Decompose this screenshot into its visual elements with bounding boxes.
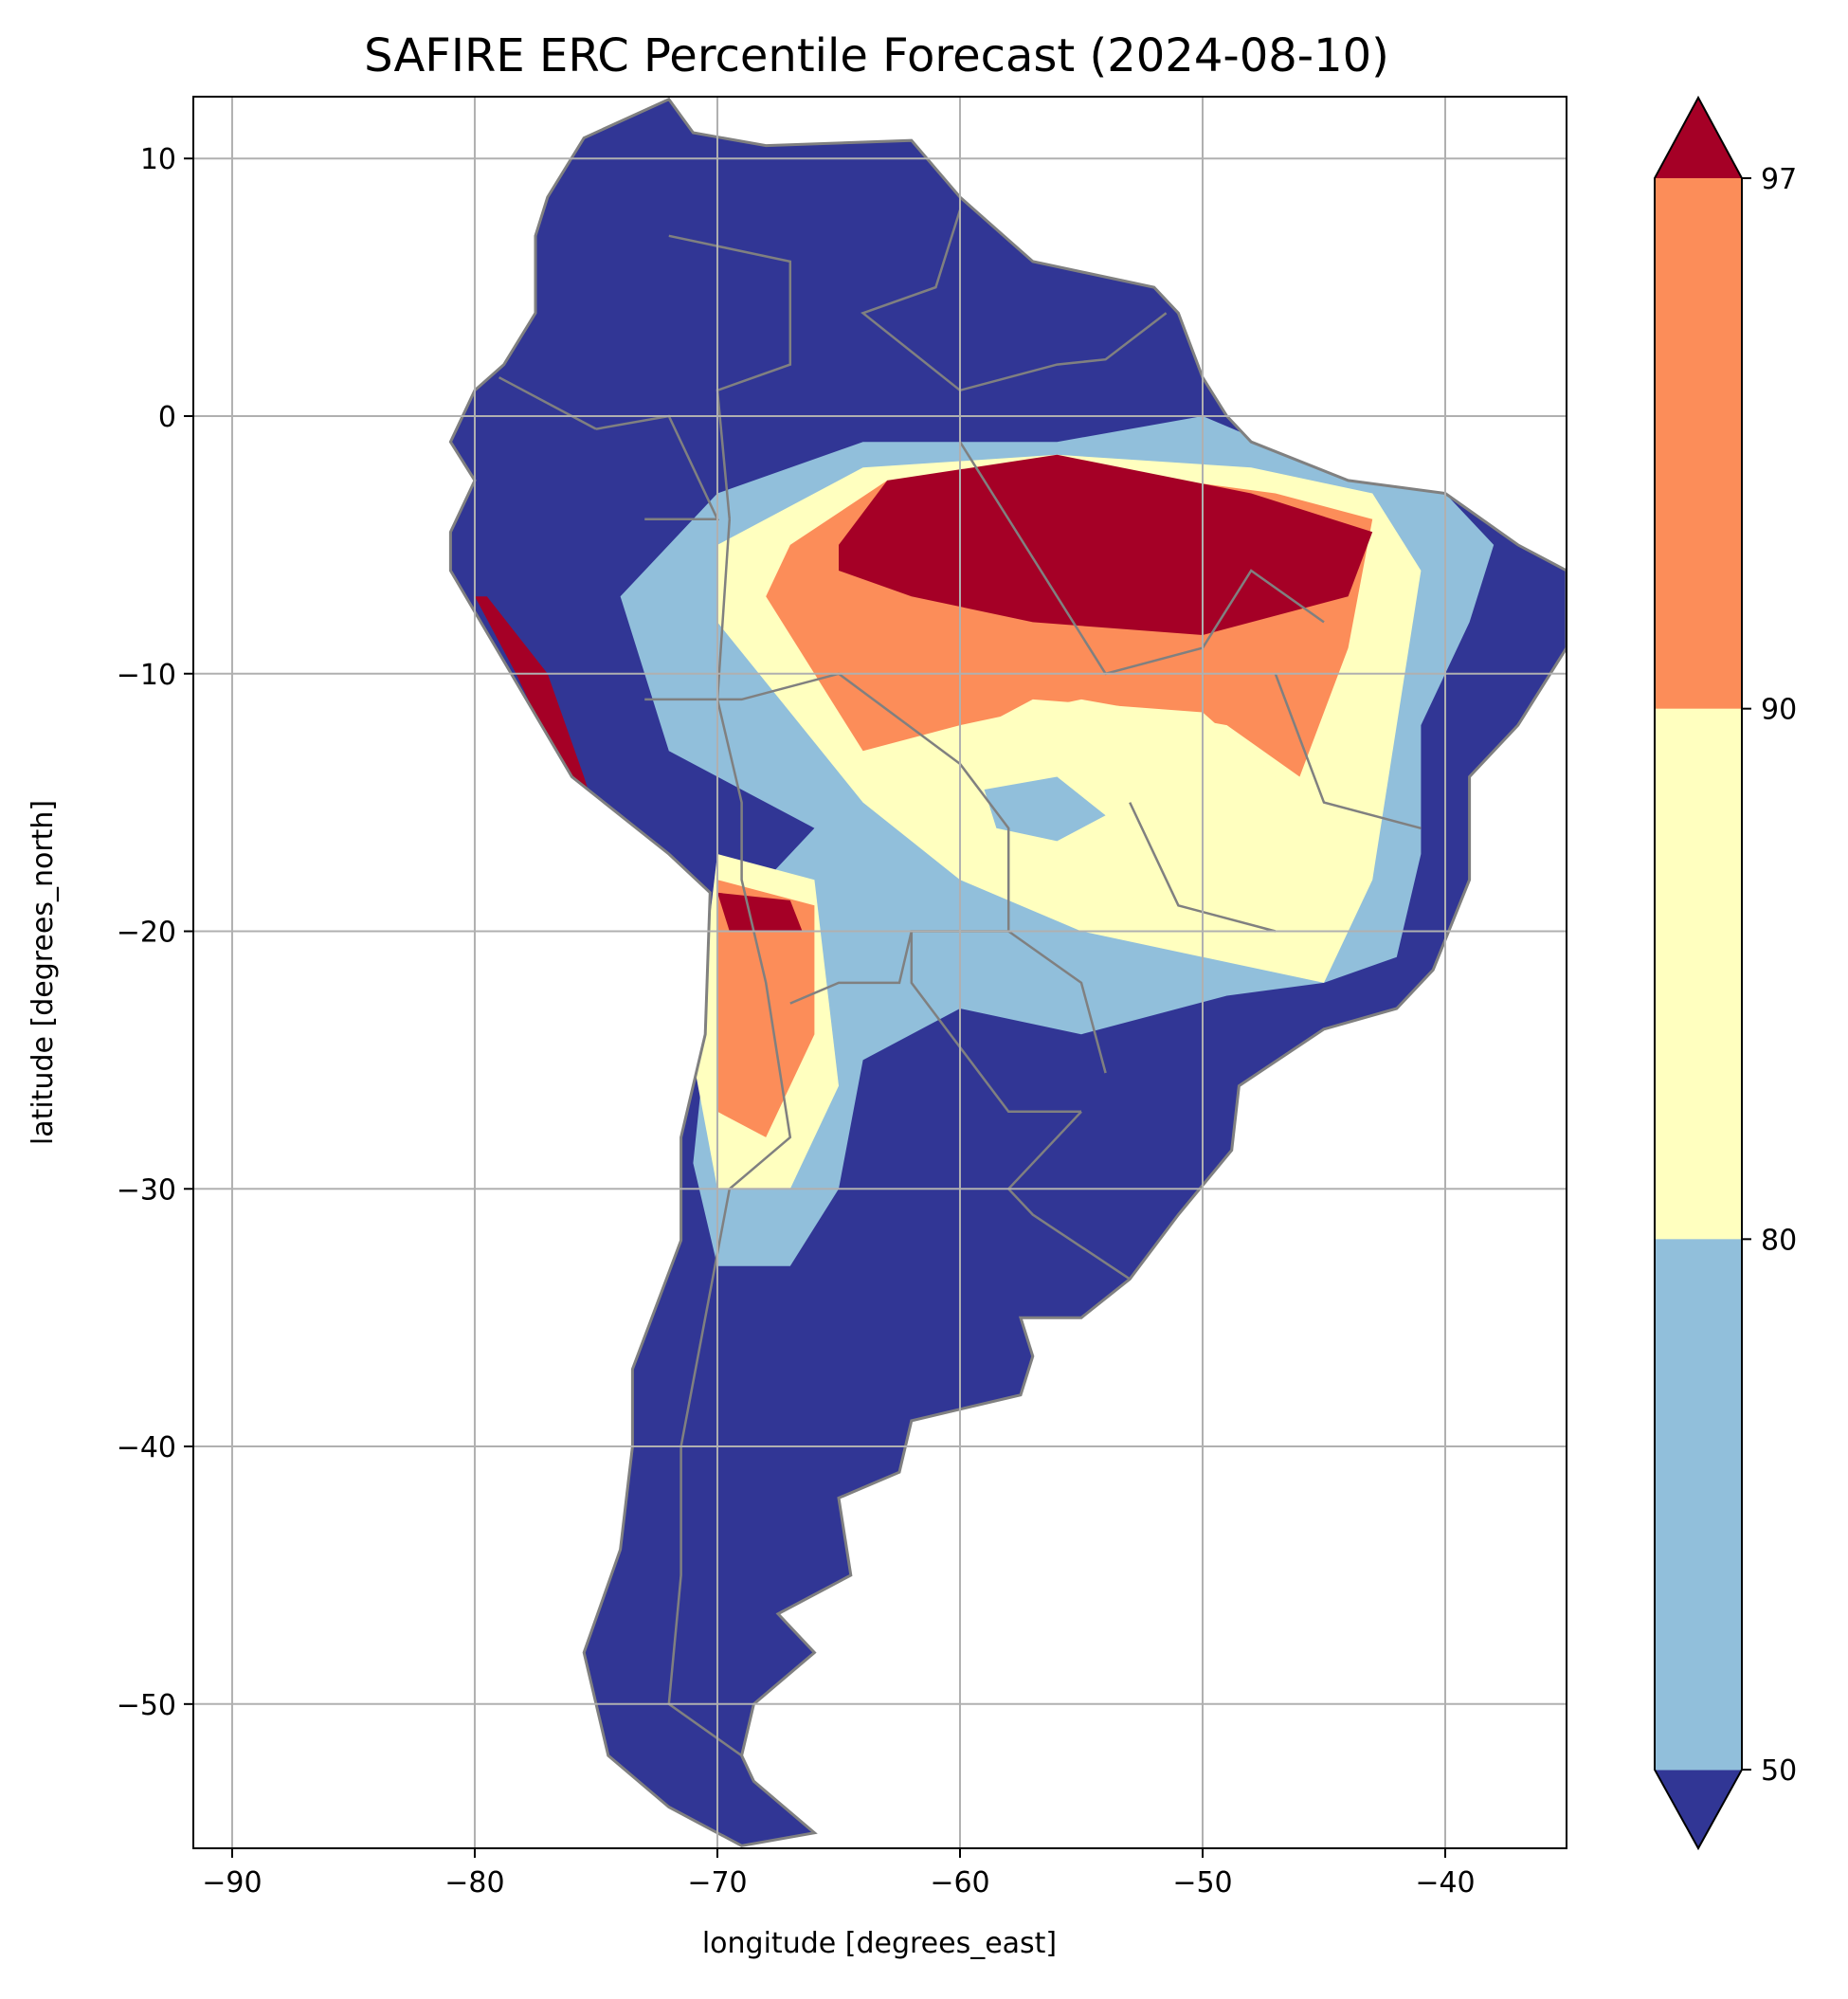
colorbar-extend-min bbox=[1655, 1770, 1742, 1848]
border-line bbox=[668, 234, 792, 519]
x-tick-label: −70 bbox=[687, 1866, 747, 1899]
gridlines bbox=[193, 97, 1567, 1848]
colorbar-segment bbox=[1655, 178, 1742, 710]
zone-80-90-central bbox=[935, 699, 1276, 906]
coastline bbox=[448, 97, 1567, 1847]
colorbar-tick-label: 50 bbox=[1761, 1754, 1797, 1788]
x-tick-label: −60 bbox=[930, 1866, 989, 1899]
colorbar-tick-label: 97 bbox=[1761, 163, 1797, 196]
colorbar-segment bbox=[1655, 1239, 1742, 1771]
axes-frame bbox=[192, 96, 1567, 1849]
y-axis-label: latitude [degrees_north] bbox=[27, 800, 60, 1145]
border-line bbox=[644, 518, 1107, 1074]
border-line bbox=[1007, 1110, 1082, 1190]
map-layer bbox=[448, 97, 1567, 1847]
y-tick-label: 0 bbox=[158, 401, 176, 434]
zone-above-97-altiplano bbox=[717, 892, 803, 932]
y-tick-label: −20 bbox=[117, 917, 176, 950]
x-axis: −90 −80 −70 −60 −50 −40 bbox=[202, 1848, 1476, 1899]
colorbar: 50 80 90 97 bbox=[1654, 95, 1797, 1851]
border-line bbox=[1129, 802, 1277, 933]
chart-title: SAFIRE ERC Percentile Forecast (2024-08-… bbox=[364, 29, 1389, 82]
x-tick-label: −90 bbox=[202, 1866, 262, 1899]
zone-90-97-andes bbox=[717, 880, 815, 1137]
zone-above-97-peru bbox=[475, 596, 596, 816]
border-line bbox=[1007, 1188, 1131, 1281]
border-line bbox=[595, 414, 719, 520]
x-axis-label: longitude [degrees_east] bbox=[702, 1927, 1057, 1960]
colorbar-tick-label: 80 bbox=[1761, 1224, 1797, 1257]
x-tick-label: −50 bbox=[1172, 1866, 1232, 1899]
y-tick-label: −10 bbox=[117, 659, 176, 692]
colorbar-extend-max bbox=[1655, 98, 1742, 178]
x-tick-label: −80 bbox=[444, 1866, 504, 1899]
y-axis: 10 0 −10 −20 −30 −40 −50 bbox=[117, 143, 193, 1722]
colorbar-segment bbox=[1655, 708, 1742, 1240]
zone-50-80-patch bbox=[984, 776, 1106, 842]
y-tick-label: −40 bbox=[117, 1431, 176, 1464]
y-tick-label: −30 bbox=[117, 1173, 176, 1207]
border-line bbox=[789, 931, 914, 1005]
x-tick-label: −40 bbox=[1415, 1866, 1475, 1899]
border-line bbox=[1274, 673, 1422, 830]
y-tick-label: −50 bbox=[117, 1689, 176, 1722]
y-tick-label: 10 bbox=[140, 143, 176, 176]
colorbar-tick-label: 90 bbox=[1761, 694, 1797, 727]
